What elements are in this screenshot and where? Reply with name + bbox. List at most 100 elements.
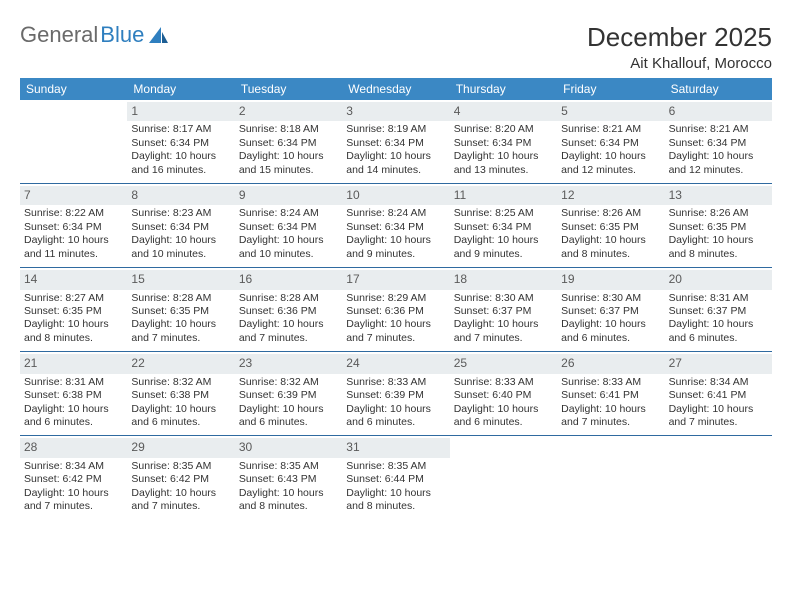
sunrise-text: Sunrise: 8:18 AM <box>239 123 338 136</box>
week-row: 14Sunrise: 8:27 AMSunset: 6:35 PMDayligh… <box>20 267 772 351</box>
daylight-text: Daylight: 10 hours and 6 minutes. <box>669 318 768 345</box>
day-number: 9 <box>235 186 342 205</box>
dayname: Wednesday <box>342 78 449 100</box>
day-cell: 28Sunrise: 8:34 AMSunset: 6:42 PMDayligh… <box>20 436 127 519</box>
day-info: Sunrise: 8:23 AMSunset: 6:34 PMDaylight:… <box>131 207 230 261</box>
daylight-text: Daylight: 10 hours and 6 minutes. <box>346 403 445 430</box>
day-info: Sunrise: 8:30 AMSunset: 6:37 PMDaylight:… <box>561 292 660 346</box>
dayname: Sunday <box>20 78 127 100</box>
sunset-text: Sunset: 6:34 PM <box>24 221 123 234</box>
day-info: Sunrise: 8:18 AMSunset: 6:34 PMDaylight:… <box>239 123 338 177</box>
day-number: 3 <box>342 102 449 121</box>
daylight-text: Daylight: 10 hours and 7 minutes. <box>131 487 230 514</box>
sunset-text: Sunset: 6:36 PM <box>346 305 445 318</box>
day-info: Sunrise: 8:33 AMSunset: 6:41 PMDaylight:… <box>561 376 660 430</box>
day-number: 22 <box>127 354 234 373</box>
title-block: December 2025 Ait Khallouf, Morocco <box>587 22 772 72</box>
sunset-text: Sunset: 6:43 PM <box>239 473 338 486</box>
sunset-text: Sunset: 6:41 PM <box>669 389 768 402</box>
location: Ait Khallouf, Morocco <box>587 55 772 72</box>
dayname: Friday <box>557 78 664 100</box>
day-number: 26 <box>557 354 664 373</box>
sunrise-text: Sunrise: 8:35 AM <box>346 460 445 473</box>
sunrise-text: Sunrise: 8:24 AM <box>239 207 338 220</box>
daylight-text: Daylight: 10 hours and 7 minutes. <box>561 403 660 430</box>
day-info: Sunrise: 8:30 AMSunset: 6:37 PMDaylight:… <box>454 292 553 346</box>
daylight-text: Daylight: 10 hours and 6 minutes. <box>239 403 338 430</box>
sunrise-text: Sunrise: 8:34 AM <box>24 460 123 473</box>
day-info: Sunrise: 8:17 AMSunset: 6:34 PMDaylight:… <box>131 123 230 177</box>
daylight-text: Daylight: 10 hours and 7 minutes. <box>346 318 445 345</box>
day-cell: 7Sunrise: 8:22 AMSunset: 6:34 PMDaylight… <box>20 184 127 267</box>
sunset-text: Sunset: 6:35 PM <box>561 221 660 234</box>
sunset-text: Sunset: 6:40 PM <box>454 389 553 402</box>
day-number: 19 <box>557 270 664 289</box>
sunset-text: Sunset: 6:35 PM <box>669 221 768 234</box>
day-info: Sunrise: 8:26 AMSunset: 6:35 PMDaylight:… <box>669 207 768 261</box>
day-number: 15 <box>127 270 234 289</box>
week-row: 21Sunrise: 8:31 AMSunset: 6:38 PMDayligh… <box>20 351 772 435</box>
week-row: 7Sunrise: 8:22 AMSunset: 6:34 PMDaylight… <box>20 183 772 267</box>
day-info: Sunrise: 8:26 AMSunset: 6:35 PMDaylight:… <box>561 207 660 261</box>
day-number: 17 <box>342 270 449 289</box>
daylight-text: Daylight: 10 hours and 8 minutes. <box>239 487 338 514</box>
day-info: Sunrise: 8:27 AMSunset: 6:35 PMDaylight:… <box>24 292 123 346</box>
day-info: Sunrise: 8:24 AMSunset: 6:34 PMDaylight:… <box>239 207 338 261</box>
day-number: 7 <box>20 186 127 205</box>
sunrise-text: Sunrise: 8:25 AM <box>454 207 553 220</box>
sunset-text: Sunset: 6:34 PM <box>346 137 445 150</box>
daylight-text: Daylight: 10 hours and 12 minutes. <box>669 150 768 177</box>
daylight-text: Daylight: 10 hours and 8 minutes. <box>561 234 660 261</box>
day-cell: 10Sunrise: 8:24 AMSunset: 6:34 PMDayligh… <box>342 184 449 267</box>
sunrise-text: Sunrise: 8:31 AM <box>24 376 123 389</box>
day-number: 5 <box>557 102 664 121</box>
sunrise-text: Sunrise: 8:35 AM <box>239 460 338 473</box>
day-cell: 26 Sunrise: 8:33 AMSunset: 6:41 PMDayligh… <box>557 352 664 435</box>
dayname-row: Sunday Monday Tuesday Wednesday Thursday… <box>20 78 772 100</box>
day-cell: 14Sunrise: 8:27 AMSunset: 6:35 PMDayligh… <box>20 268 127 351</box>
sunrise-text: Sunrise: 8:21 AM <box>561 123 660 136</box>
day-cell: 3 Sunrise: 8:19 AMSunset: 6:34 PMDaylight… <box>342 100 449 183</box>
dayname: Saturday <box>665 78 772 100</box>
sunset-text: Sunset: 6:34 PM <box>346 221 445 234</box>
day-cell: 27 Sunrise: 8:34 AMSunset: 6:41 PMDayligh… <box>665 352 772 435</box>
day-cell: 1Sunrise: 8:17 AMSunset: 6:34 PMDaylight… <box>127 100 234 183</box>
day-cell: 19 Sunrise: 8:30 AMSunset: 6:37 PMDayligh… <box>557 268 664 351</box>
sunrise-text: Sunrise: 8:30 AM <box>454 292 553 305</box>
sunset-text: Sunset: 6:44 PM <box>346 473 445 486</box>
day-info: Sunrise: 8:33 AMSunset: 6:39 PMDaylight:… <box>346 376 445 430</box>
day-cell: 8 Sunrise: 8:23 AMSunset: 6:34 PMDaylight… <box>127 184 234 267</box>
sunset-text: Sunset: 6:34 PM <box>669 137 768 150</box>
brand-logo: GeneralBlue <box>20 22 170 48</box>
day-info: Sunrise: 8:33 AMSunset: 6:40 PMDaylight:… <box>454 376 553 430</box>
day-cell: 18Sunrise: 8:30 AMSunset: 6:37 PMDayligh… <box>450 268 557 351</box>
sunrise-text: Sunrise: 8:17 AM <box>131 123 230 136</box>
sunset-text: Sunset: 6:42 PM <box>24 473 123 486</box>
daylight-text: Daylight: 10 hours and 8 minutes. <box>669 234 768 261</box>
daylight-text: Daylight: 10 hours and 6 minutes. <box>24 403 123 430</box>
daylight-text: Daylight: 10 hours and 8 minutes. <box>346 487 445 514</box>
day-number: 6 <box>665 102 772 121</box>
sunrise-text: Sunrise: 8:24 AM <box>346 207 445 220</box>
day-number: 25 <box>450 354 557 373</box>
topbar: GeneralBlue December 2025 Ait Khallouf, … <box>20 22 772 72</box>
day-info: Sunrise: 8:31 AMSunset: 6:38 PMDaylight:… <box>24 376 123 430</box>
brand-part2: Blue <box>100 22 144 48</box>
daylight-text: Daylight: 10 hours and 8 minutes. <box>24 318 123 345</box>
daylight-text: Daylight: 10 hours and 6 minutes. <box>131 403 230 430</box>
day-info: Sunrise: 8:34 AMSunset: 6:41 PMDaylight:… <box>669 376 768 430</box>
day-number: 2 <box>235 102 342 121</box>
day-cell: 5Sunrise: 8:21 AMSunset: 6:34 PMDaylight… <box>557 100 664 183</box>
day-number: 31 <box>342 438 449 457</box>
week-row: 28Sunrise: 8:34 AMSunset: 6:42 PMDayligh… <box>20 435 772 519</box>
dayname: Thursday <box>450 78 557 100</box>
sunrise-text: Sunrise: 8:26 AM <box>561 207 660 220</box>
sunset-text: Sunset: 6:34 PM <box>239 137 338 150</box>
sunset-text: Sunset: 6:39 PM <box>346 389 445 402</box>
day-info: Sunrise: 8:19 AMSunset: 6:34 PMDaylight:… <box>346 123 445 177</box>
day-number: 27 <box>665 354 772 373</box>
daylight-text: Daylight: 10 hours and 11 minutes. <box>24 234 123 261</box>
day-number: 8 <box>127 186 234 205</box>
day-info: Sunrise: 8:32 AMSunset: 6:38 PMDaylight:… <box>131 376 230 430</box>
day-cell: 2 Sunrise: 8:18 AMSunset: 6:34 PMDaylight… <box>235 100 342 183</box>
